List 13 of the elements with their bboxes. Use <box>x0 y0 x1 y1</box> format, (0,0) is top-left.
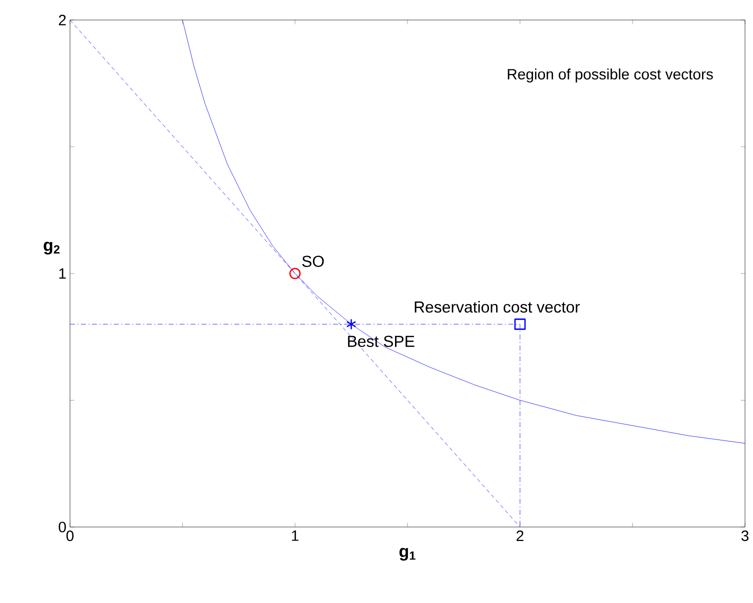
x-tick-label: 2 <box>516 530 524 541</box>
x-tick-label: 3 <box>741 530 749 542</box>
annotation: SO <box>302 256 324 267</box>
annotation: Region of possible cost vectors <box>508 68 713 82</box>
y-tick-label: 1 <box>59 268 66 279</box>
y-tick-label: 0 <box>58 522 66 532</box>
text: g$_{1}$ <box>399 548 416 561</box>
x-tick-label: 0 <box>66 530 74 542</box>
annotation: Reservation cost vector <box>414 300 580 313</box>
x-tick-label: 1 <box>292 530 298 541</box>
y-tick-label: 2 <box>58 14 66 26</box>
annotation: Best SPE <box>348 336 414 348</box>
text: g$_{2}$ <box>44 242 60 255</box>
